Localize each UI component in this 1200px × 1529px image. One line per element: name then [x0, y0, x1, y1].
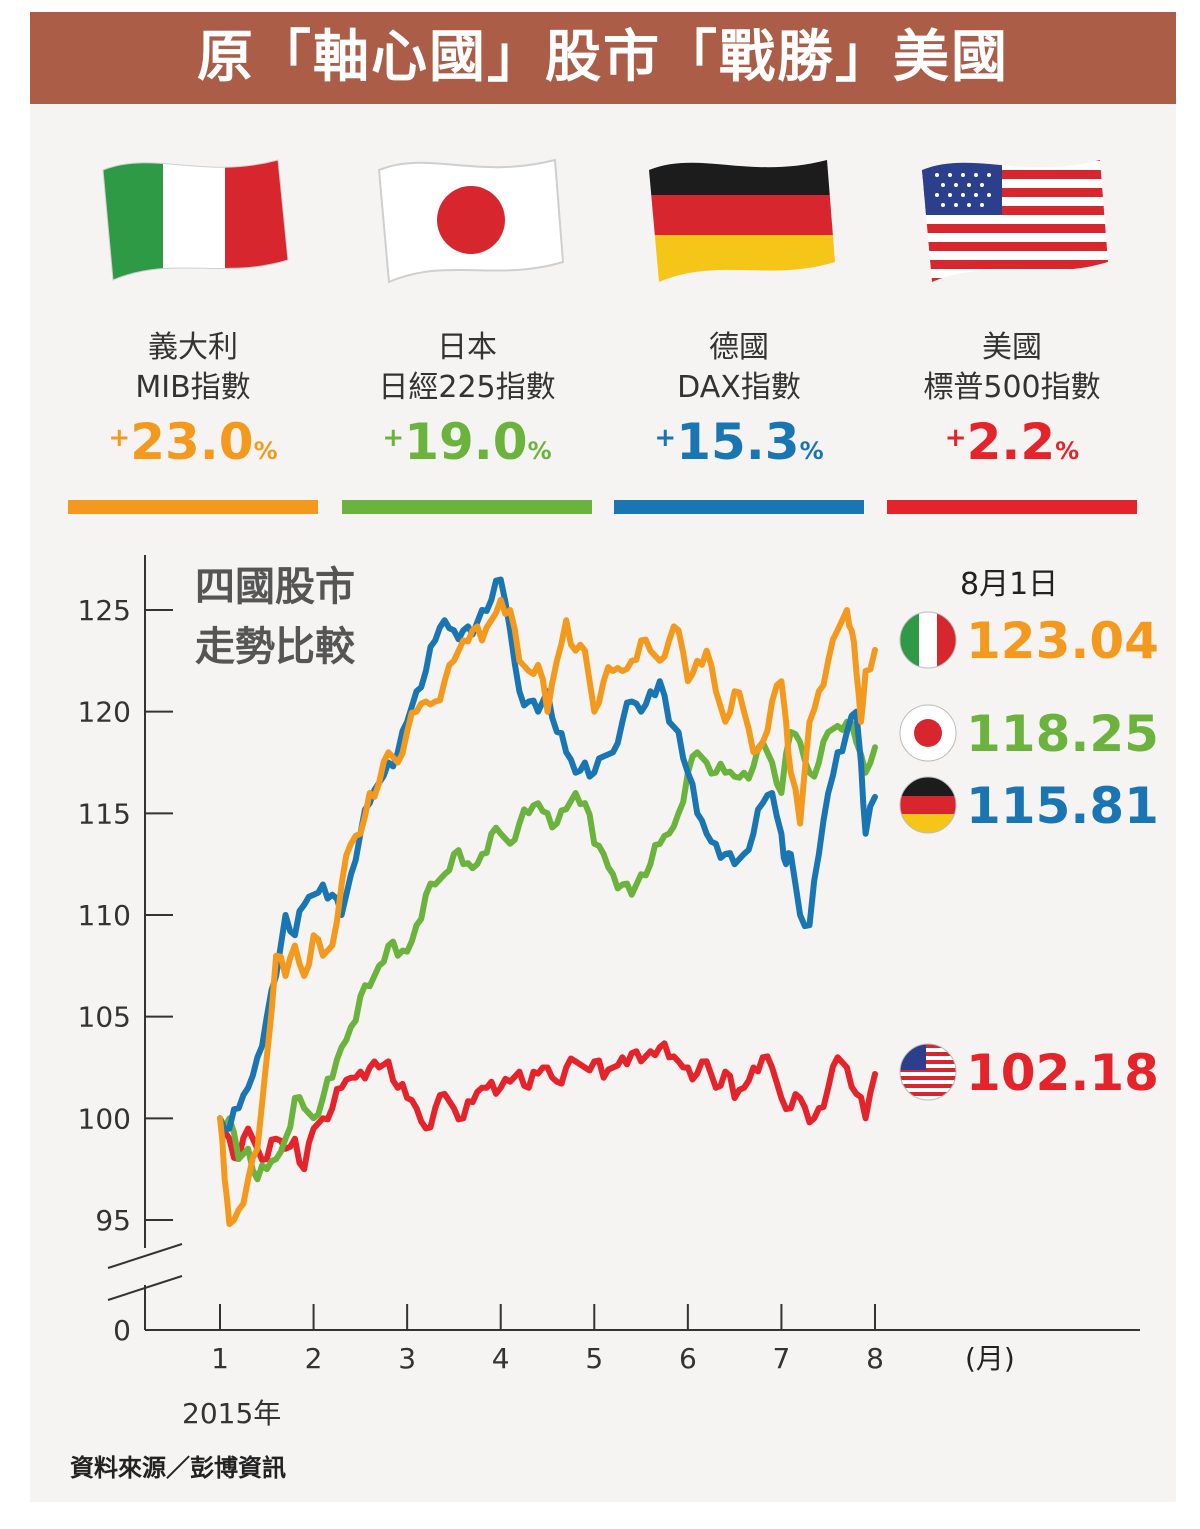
country-japan: 日本 日經225指數 +19.0% [342, 140, 592, 470]
x-tick-label: 7 [773, 1342, 791, 1375]
index-name: 日經225指數 [378, 370, 556, 405]
y-tick-label: 125 [78, 594, 131, 627]
y-tick-label: 105 [78, 1001, 131, 1034]
germany-end-value: 115.81 [966, 777, 1159, 835]
usa-flag-icon [912, 140, 1112, 300]
y-tick-label: 95 [95, 1204, 131, 1237]
x-tick-label: 4 [492, 1342, 510, 1375]
usa-series-line [217, 1040, 878, 1173]
usa-color-rule [887, 500, 1137, 514]
x-tick-label: 8 [866, 1342, 884, 1375]
y-tick-label: 0 [113, 1314, 131, 1347]
x-tick-label: 1 [211, 1342, 229, 1375]
germany-flag-icon [639, 140, 839, 300]
country-germany: 德國 DAX指數 +15.3% [614, 140, 864, 470]
germany-badge-icon [899, 776, 957, 834]
x-tick-label: 3 [398, 1342, 416, 1375]
chart-title-line-1: 四國股市 [195, 564, 355, 610]
country-italy: 義大利 MIB指數 +23.0% [68, 140, 318, 470]
index-name: 標普500指數 [923, 370, 1101, 405]
change-percent: +15.3% [654, 413, 824, 471]
change-percent: +23.0% [108, 413, 278, 471]
japan-series-line [217, 718, 878, 1183]
japan-color-rule [342, 500, 592, 514]
country-name: 義大利 [148, 330, 238, 365]
italy-badge-icon [899, 611, 957, 669]
change-percent: +19.0% [382, 413, 552, 471]
y-tick-label: 100 [78, 1102, 131, 1135]
italy-color-rule [68, 500, 318, 514]
country-name: 美國 [982, 330, 1042, 365]
x-tick-label: 2 [305, 1342, 323, 1375]
italy-flag-icon [93, 140, 293, 300]
japan-flag-icon [367, 140, 567, 300]
y-tick-label: 115 [78, 797, 131, 830]
usa-badge-icon [899, 1043, 957, 1101]
y-tick-label: 110 [78, 899, 131, 932]
y-tick-label: 120 [78, 696, 131, 729]
axis-break-mark [107, 1243, 183, 1269]
country-usa: 美國 標普500指數 +2.2% [887, 140, 1137, 470]
end-labels-layer: 123.04 118.25 115.81 102.18 [899, 611, 1159, 1102]
page-title: 原「軸心國」股市「戰勝」美國 [30, 12, 1176, 104]
germany-series-line [217, 576, 878, 1133]
japan-badge-icon [899, 704, 957, 762]
country-name: 德國 [709, 330, 769, 365]
change-percent: +2.2% [944, 413, 1080, 471]
source-note: 資料來源／彭博資訊 [70, 1454, 286, 1482]
end-date-label: 8月1日 [960, 567, 1058, 602]
index-name: DAX指數 [677, 370, 801, 405]
chart-axes: 0 95 100 105 110 115 120 125 1 2 3 4 5 6 7 8 [78, 555, 1140, 1375]
series-layer [217, 576, 878, 1228]
x-tick-label: 5 [585, 1342, 603, 1375]
italy-series-line [217, 596, 878, 1228]
year-label: 2015年 [182, 1397, 282, 1430]
japan-end-value: 118.25 [966, 705, 1159, 763]
germany-color-rule [614, 500, 864, 514]
country-name: 日本 [437, 330, 497, 365]
x-axis-unit: (月) [965, 1342, 1015, 1375]
chart-title-line-2: 走勢比較 [195, 624, 356, 670]
italy-end-value: 123.04 [966, 612, 1159, 670]
usa-end-value: 102.18 [966, 1044, 1159, 1102]
x-tick-label: 6 [679, 1342, 697, 1375]
axis-break-mark [107, 1275, 183, 1301]
index-name: MIB指數 [135, 370, 251, 405]
